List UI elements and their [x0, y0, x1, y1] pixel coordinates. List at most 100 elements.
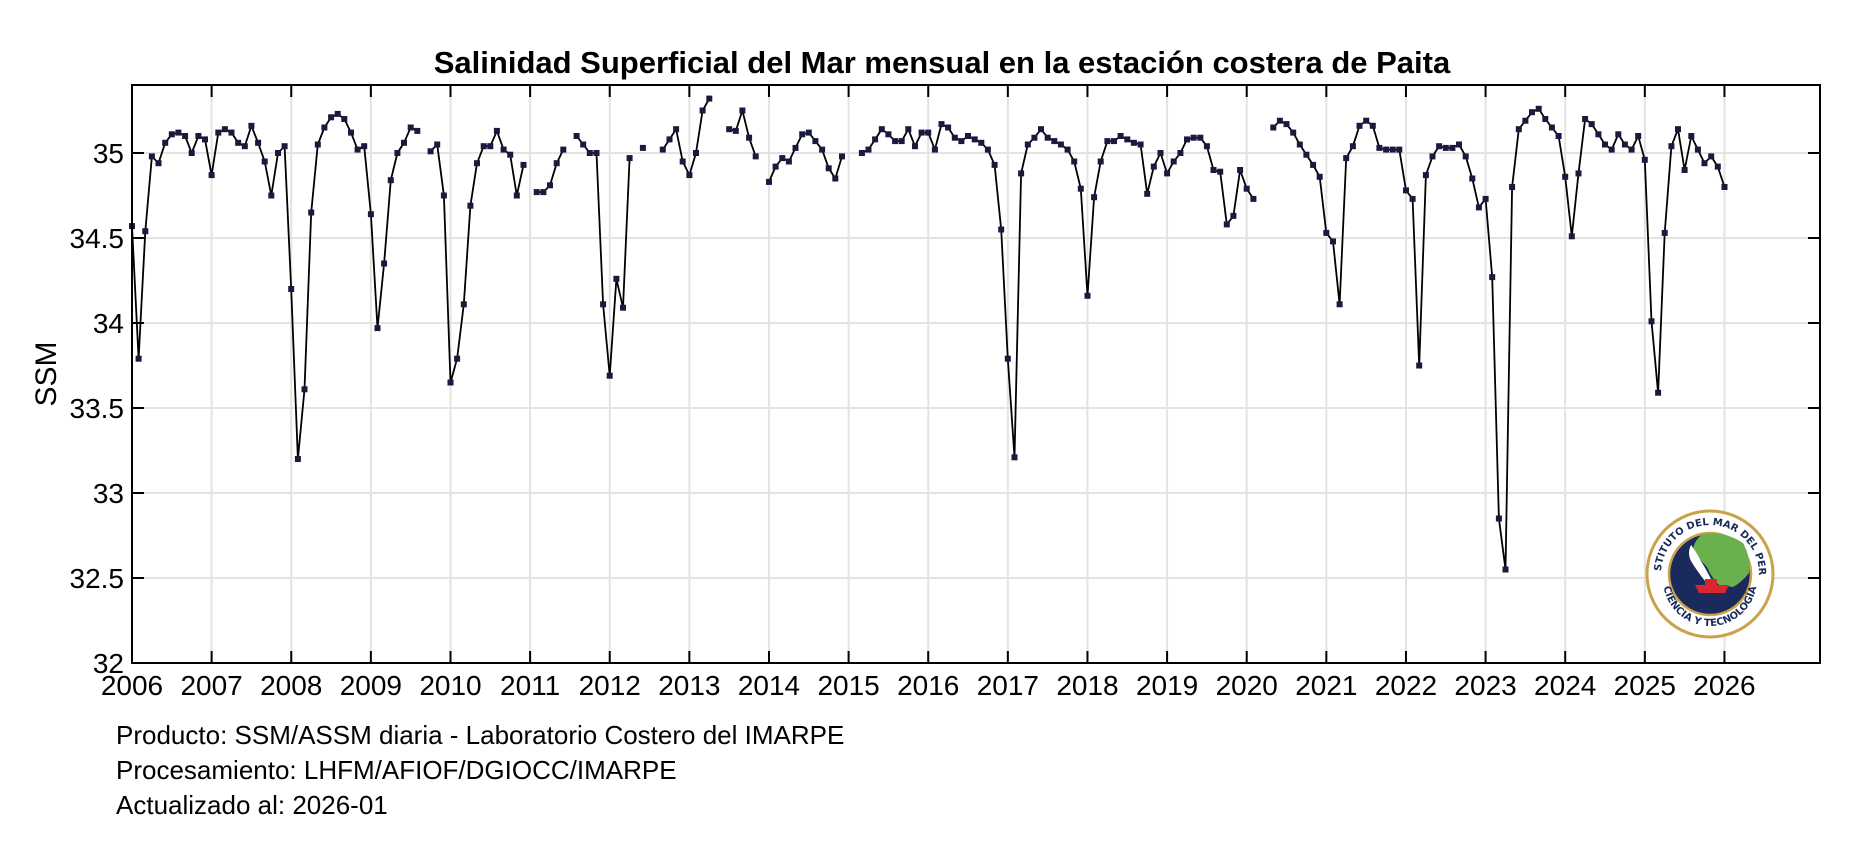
data-point — [1349, 143, 1356, 150]
data-point — [182, 133, 189, 139]
data-point — [1422, 172, 1429, 179]
data-point — [1655, 389, 1662, 396]
data-point — [301, 386, 308, 393]
data-point — [1562, 173, 1569, 180]
data-point — [1091, 194, 1098, 201]
data-point — [321, 124, 328, 131]
data-point — [593, 150, 600, 156]
data-point — [1621, 141, 1628, 148]
y-tick-label: 33.5 — [70, 393, 125, 424]
data-point — [984, 146, 991, 153]
y-axis-label: SSM — [30, 341, 63, 406]
data-point — [560, 146, 567, 153]
data-point — [454, 355, 461, 362]
data-point — [228, 129, 235, 136]
data-point — [839, 153, 845, 160]
seal-land-shape — [1693, 533, 1750, 587]
footer-notes: Producto: SSM/ASSM diaria - Laboratorio … — [116, 718, 844, 823]
x-tick-label: 2021 — [1295, 670, 1357, 701]
data-point — [1323, 229, 1330, 236]
data-point — [281, 143, 288, 150]
data-point — [1688, 133, 1695, 139]
data-point — [1283, 121, 1290, 128]
data-point — [1018, 170, 1025, 177]
data-point — [785, 158, 792, 165]
data-point — [1462, 153, 1469, 160]
x-tick-label: 2018 — [1056, 670, 1118, 701]
data-point — [1276, 117, 1283, 124]
data-point — [1515, 126, 1522, 133]
data-point — [1124, 136, 1131, 143]
data-point — [367, 211, 374, 218]
data-point — [746, 134, 753, 141]
footer-procesamiento: Procesamiento: LHFM/AFIOF/DGIOCC/IMARPE — [116, 755, 677, 785]
data-point — [1582, 116, 1589, 122]
data-point — [1170, 158, 1177, 165]
x-tick-label: 2011 — [500, 670, 560, 701]
data-point — [865, 146, 872, 153]
data-point — [235, 139, 242, 146]
data-point — [261, 158, 268, 165]
data-point — [1416, 362, 1423, 369]
data-point — [381, 260, 388, 267]
data-point — [308, 209, 315, 216]
data-point — [447, 379, 454, 386]
data-point — [925, 129, 932, 136]
data-point — [1343, 155, 1350, 162]
data-point — [958, 138, 965, 145]
data-point — [1011, 454, 1018, 461]
footer-producto: Producto: SSM/ASSM diaria - Laboratorio … — [116, 720, 845, 750]
data-point — [241, 143, 248, 150]
data-point — [294, 456, 301, 462]
data-point — [1648, 318, 1655, 325]
data-point — [427, 148, 434, 155]
data-point — [1296, 141, 1303, 148]
data-point — [361, 143, 368, 150]
data-point — [394, 150, 401, 156]
data-point — [334, 110, 341, 117]
data-point — [1363, 117, 1370, 124]
x-tick-label: 2014 — [738, 670, 800, 701]
data-point — [288, 286, 295, 292]
data-point — [1177, 150, 1184, 156]
data-point — [507, 151, 514, 158]
data-point — [1475, 204, 1482, 211]
data-point — [195, 133, 202, 139]
data-point — [613, 275, 620, 282]
data-point — [1316, 173, 1323, 180]
data-point — [931, 146, 938, 153]
data-point — [401, 139, 407, 146]
data-point — [248, 122, 255, 129]
data-point — [1137, 141, 1144, 148]
data-point — [938, 121, 945, 128]
x-tick-label: 2020 — [1216, 670, 1278, 701]
data-point — [1217, 168, 1224, 175]
data-point — [348, 129, 354, 136]
data-point — [951, 134, 958, 141]
x-tick-label: 2017 — [977, 670, 1039, 701]
y-ticks: 32 32.5 33 33.5 34 34.5 35 — [70, 138, 1820, 679]
data-point — [142, 228, 149, 235]
data-point — [978, 139, 985, 146]
data-point — [1403, 187, 1409, 194]
data-point — [1681, 167, 1688, 173]
data-point — [547, 182, 553, 189]
chart-title: Salinidad Superficial del Mar mensual en… — [434, 45, 1451, 80]
imarpe-seal-icon: INSTITUTO DEL MAR DEL PERÚ CIENCIA Y TEC… — [1645, 509, 1775, 639]
data-point — [1356, 122, 1363, 129]
data-point — [268, 192, 275, 199]
data-point — [553, 160, 560, 167]
data-point — [912, 143, 918, 150]
data-point — [666, 136, 673, 143]
x-ticks: 2006 2007 2008 2009 2010 2011 2012 2013 2014 2015… — [101, 85, 1756, 701]
data-point — [314, 141, 321, 148]
data-point — [1701, 160, 1708, 167]
data-point — [1708, 153, 1715, 160]
data-point — [474, 160, 480, 167]
data-point — [673, 126, 680, 133]
data-point — [1628, 146, 1635, 153]
data-point — [606, 372, 613, 379]
series-layer — [129, 95, 1728, 573]
data-point — [1602, 141, 1608, 148]
